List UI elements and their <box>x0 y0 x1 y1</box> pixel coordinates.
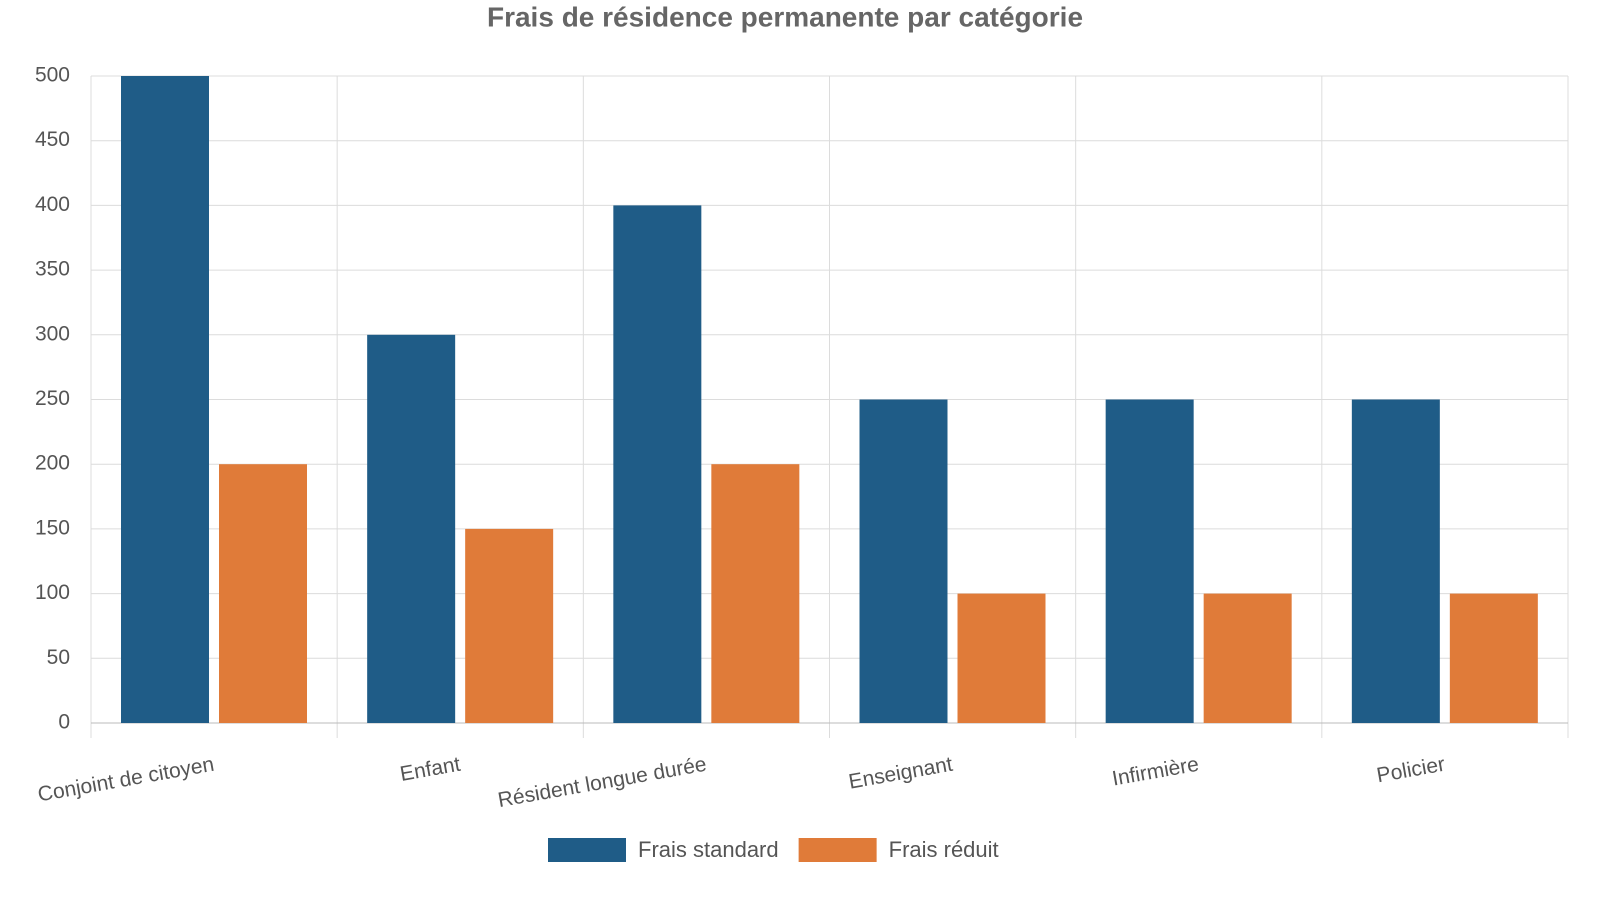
chart-title: Frais de résidence permanente par catégo… <box>487 1 1083 32</box>
bar <box>1105 399 1194 723</box>
legend-label: Frais standard <box>638 837 779 862</box>
y-tick-label: 300 <box>35 322 70 345</box>
bar <box>711 464 800 723</box>
legend-swatch <box>548 838 626 862</box>
y-tick-label: 500 <box>35 64 70 87</box>
y-tick-label: 250 <box>35 387 70 410</box>
bar <box>367 334 456 723</box>
bar <box>859 399 948 723</box>
y-tick-label: 200 <box>35 452 70 475</box>
bar <box>613 205 702 723</box>
x-tick-label: Conjoint de citoyen <box>36 753 216 807</box>
x-tick-label: Enfant <box>398 753 462 786</box>
legend-swatch <box>798 838 877 862</box>
bar <box>219 464 307 723</box>
bar <box>1203 593 1292 723</box>
x-tick-label: Résident longue durée <box>496 753 708 812</box>
x-tick-label: Enseignant <box>847 753 955 794</box>
bar <box>121 76 209 723</box>
y-tick-label: 0 <box>58 711 70 734</box>
legend-label: Frais réduit <box>889 837 999 862</box>
bar <box>957 593 1046 723</box>
bar <box>1449 593 1538 723</box>
x-tick-label: Policier <box>1375 753 1447 788</box>
y-tick-label: 50 <box>47 646 70 669</box>
y-tick-label: 150 <box>35 516 70 539</box>
x-tick-label: Infirmière <box>1110 753 1200 791</box>
y-tick-label: 450 <box>35 128 70 151</box>
bar <box>465 528 554 723</box>
bar <box>1351 399 1440 723</box>
y-tick-label: 350 <box>35 258 70 281</box>
y-tick-label: 100 <box>35 581 70 604</box>
y-tick-label: 400 <box>35 193 70 216</box>
